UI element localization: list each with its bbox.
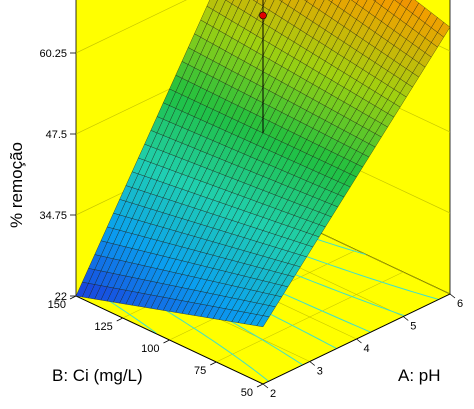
y-tick-mark <box>256 383 264 388</box>
design-point <box>259 11 267 20</box>
x-tick-label: 5 <box>410 321 416 333</box>
x-tick-label: 3 <box>317 366 323 378</box>
surface-cell <box>256 315 270 328</box>
y-tick-mark <box>210 361 217 366</box>
y-tick-label: 75 <box>194 365 206 377</box>
y-axis-label: B: Ci (mg/L) <box>52 366 143 385</box>
x-tick-mark <box>449 293 456 299</box>
y-tick-mark <box>69 295 77 300</box>
x-tick-mark <box>356 338 362 344</box>
z-tick-label: 47.5 <box>46 129 67 141</box>
x-tick-mark <box>403 316 409 321</box>
response-surface <box>75 0 451 328</box>
z-tick-label: 34.75 <box>39 210 67 222</box>
z-tick-label: 60.25 <box>39 48 67 60</box>
floor-gridline <box>216 271 404 363</box>
z-axis-label: % remoção <box>7 142 26 228</box>
x-tick-label: 4 <box>363 343 369 355</box>
design-points <box>259 0 267 133</box>
y-tick-mark <box>116 317 123 322</box>
x-tick-label: 6 <box>457 298 463 310</box>
y-tick-label: 150 <box>48 299 66 311</box>
x-axis-label: A: pH <box>398 366 441 385</box>
y-tick-label: 125 <box>94 321 112 333</box>
x-tick-label: 2 <box>270 388 276 400</box>
x-tick-mark <box>309 361 315 366</box>
y-tick-label: 100 <box>141 343 159 355</box>
y-tick-label: 50 <box>241 387 253 399</box>
z-tick-label: 22 <box>55 291 67 303</box>
y-tick-mark <box>163 339 170 344</box>
x-tick-mark <box>262 383 269 389</box>
